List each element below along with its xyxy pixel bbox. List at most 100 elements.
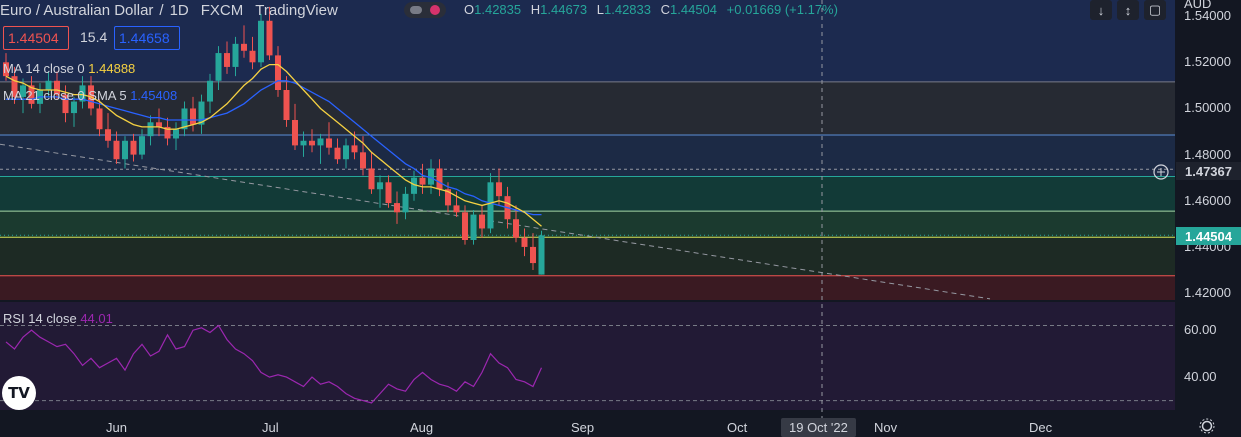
open-value: 1.42835 (474, 2, 522, 17)
candle-body (402, 193, 409, 213)
candle-body (20, 85, 26, 97)
candle-body (419, 177, 426, 185)
candle-body (351, 145, 358, 153)
candle-body (113, 140, 120, 160)
crosshair-price-tag: 1.47367 (1176, 162, 1241, 180)
visibility-toggle[interactable] (404, 2, 446, 18)
gear-icon[interactable] (1199, 418, 1215, 434)
candle-body (105, 129, 111, 141)
price-tick-label: 1.52000 (1184, 54, 1231, 70)
candle-body (436, 168, 443, 190)
candle-body (130, 140, 137, 155)
rsi-legend[interactable]: RSI 14 close 44.01 (3, 311, 113, 326)
currency-label: AUD (1184, 0, 1212, 11)
maximize-icon[interactable]: ▢ (1144, 0, 1166, 20)
platform-label: TradingView (255, 1, 338, 19)
add-alert-icon[interactable] (1152, 163, 1170, 181)
exchange-label: FXCM (200, 1, 244, 19)
candle-body (470, 214, 477, 240)
candle-body (241, 43, 247, 51)
ma21-value: 1.45408 (130, 88, 178, 103)
candle-body (79, 85, 86, 102)
candle-body (275, 55, 281, 90)
candle-body (453, 205, 460, 213)
time-tick-label: Dec (1029, 420, 1053, 435)
symbol-name[interactable]: Euro / Australian Dollar (0, 1, 154, 19)
candle-body (173, 129, 179, 139)
low-value: 1.42833 (604, 2, 651, 17)
price-tick-label: 1.50000 (1184, 100, 1231, 116)
candle-body (521, 237, 528, 247)
time-tick-label: Sep (571, 420, 595, 435)
candle-body (377, 182, 383, 190)
candle-body (317, 138, 324, 146)
ma14-legend[interactable]: MA 14 close 0 1.44888 (3, 61, 136, 76)
time-tick-label: Jun (106, 420, 127, 435)
time-tick-label: Aug (410, 420, 434, 435)
candle-body (181, 108, 188, 130)
candle-body (445, 189, 451, 206)
candle-body (147, 122, 154, 137)
change-value: +0.01669 (+1.17%) (726, 2, 838, 17)
time-tick-label: Nov (874, 420, 898, 435)
candle-body (394, 203, 400, 213)
ma21-legend[interactable]: MA 21 close 0 SMA 5 1.45408 (3, 88, 178, 103)
candle-body (326, 138, 332, 148)
candle-body (122, 140, 128, 160)
price-tick-label: 1.46000 (1184, 192, 1231, 208)
candle-body (215, 53, 222, 81)
zone-fill (0, 275, 1175, 300)
tradingview-logo[interactable]: TV (2, 376, 36, 410)
close-value: 1.44504 (670, 2, 718, 17)
candle-body (156, 122, 162, 127)
price-tick-label: 1.42000 (1184, 285, 1231, 301)
candle-body (96, 108, 103, 130)
candle-body (411, 177, 417, 194)
candle-body (530, 246, 536, 264)
candle-body (334, 147, 341, 160)
arrow-down-icon[interactable]: ↓ (1090, 0, 1112, 20)
ma14-line (5, 63, 542, 227)
chart-header: Euro / Australian Dollar/ 1D FXCM Tradin… (0, 1, 338, 19)
buy-price-box[interactable]: 1.44658 (114, 26, 180, 50)
candle-body (190, 108, 196, 125)
sell-price-box[interactable]: 1.44504 (3, 26, 69, 50)
candle-body (71, 101, 77, 114)
candle-body (487, 182, 494, 229)
collapse-icon[interactable]: ↕ (1117, 0, 1139, 20)
candle-body (139, 136, 145, 155)
price-axis-strip (1175, 0, 1241, 434)
zone-fill (0, 176, 1175, 212)
candle-body (513, 219, 519, 238)
candle-body (11, 76, 18, 97)
candle-body (62, 94, 69, 114)
candle-body (207, 80, 213, 102)
candle-body (496, 182, 502, 197)
candle-body (292, 120, 298, 146)
candle-body (300, 140, 307, 146)
candle-body (28, 85, 35, 104)
ma21-line (6, 80, 542, 216)
candle-body (309, 140, 315, 146)
rsi-tick-label: 60.00 (1184, 322, 1217, 338)
candle-body (538, 235, 545, 275)
candle-body (360, 152, 366, 169)
axis-strip (0, 410, 1175, 434)
ma14-value: 1.44888 (88, 61, 136, 76)
candle-body (428, 168, 434, 185)
ohlc-readout: O1.42835 H1.44673 L1.42833 C1.44504 +0.0… (464, 2, 838, 17)
interval-label[interactable]: 1D (169, 1, 189, 19)
rsi-pane (0, 302, 1175, 410)
candle-body (479, 214, 485, 229)
crosshair-date-tag: 19 Oct '22 (781, 418, 856, 437)
candle-body (3, 62, 9, 77)
candle-body (368, 168, 375, 190)
candle-body (45, 80, 52, 90)
spread-value: 15.4 (80, 29, 108, 45)
candle-body (462, 212, 468, 240)
candle-body (164, 126, 171, 139)
candle-body (385, 182, 392, 204)
time-tick-label: Jul (262, 420, 279, 435)
last-price-tag: 1.44504 (1176, 227, 1241, 245)
